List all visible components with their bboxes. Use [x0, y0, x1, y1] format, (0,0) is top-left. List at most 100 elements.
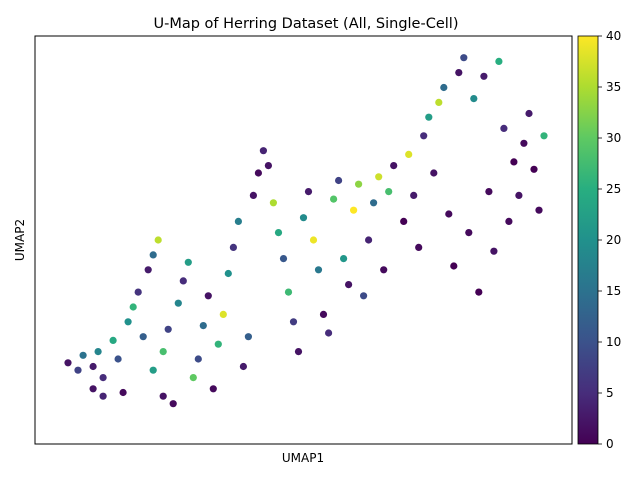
scatter-point — [440, 83, 448, 92]
scatter-point — [525, 109, 533, 118]
scatter-point — [249, 191, 257, 199]
scatter-point — [470, 95, 478, 103]
scatter-point — [370, 199, 378, 207]
scatter-point — [149, 366, 157, 374]
scatter-point — [495, 57, 503, 65]
scatter-point — [254, 169, 262, 177]
colorbar-tick-label: 15 — [606, 284, 621, 298]
scatter-point — [169, 400, 177, 408]
scatter-point — [480, 72, 488, 80]
colorbar-tick-label: 25 — [606, 182, 621, 196]
scatter-point — [319, 310, 328, 318]
scatter-point — [164, 325, 172, 333]
scatter-point — [430, 169, 438, 177]
scatter-point — [350, 206, 358, 214]
scatter-point — [510, 158, 518, 166]
scatter-point — [330, 195, 338, 203]
scatter-point — [274, 229, 283, 237]
scatter-point — [144, 266, 152, 274]
scatter-point — [335, 176, 343, 185]
scatter-point — [410, 191, 418, 199]
scatter-point — [199, 322, 207, 330]
scatter-point — [239, 362, 247, 371]
scatter-point — [124, 318, 132, 326]
scatter-point — [299, 214, 308, 222]
scatter-point — [460, 54, 468, 62]
scatter-point — [114, 355, 122, 363]
scatter-point — [355, 180, 363, 188]
scatter-point — [415, 243, 423, 251]
scatter-point — [385, 188, 393, 196]
scatter-point — [174, 299, 182, 307]
scatter-point — [450, 262, 458, 270]
scatter-point — [405, 150, 413, 158]
scatter-point — [134, 288, 142, 296]
scatter-point — [540, 132, 548, 140]
scatter-point — [94, 348, 102, 356]
scatter-point — [475, 288, 483, 296]
colorbar-tick-label: 5 — [606, 386, 614, 400]
scatter-point — [139, 333, 147, 341]
scatter-point — [214, 340, 222, 348]
scatter-points — [64, 54, 548, 408]
scatter-point — [179, 277, 187, 285]
scatter-point — [520, 139, 528, 147]
scatter-point — [375, 173, 383, 181]
scatter-point — [435, 98, 443, 106]
scatter-point — [224, 269, 232, 278]
scatter-point — [485, 188, 493, 196]
chart-title: U-Map of Herring Dataset (All, Single-Ce… — [154, 16, 459, 32]
scatter-point — [314, 266, 323, 274]
scatter-point — [380, 266, 388, 274]
scatter-point — [119, 388, 127, 397]
scatter-point — [325, 329, 333, 337]
scatter-point — [530, 165, 538, 173]
scatter-point — [189, 374, 197, 382]
scatter-point — [244, 333, 252, 341]
colorbar-tick-label: 30 — [606, 131, 621, 145]
x-axis-label: UMAP1 — [282, 451, 324, 465]
scatter-point — [159, 392, 167, 400]
scatter-point — [445, 210, 453, 218]
scatter-point — [304, 188, 313, 196]
scatter-point — [360, 292, 368, 300]
scatter-point — [129, 303, 137, 311]
scatter-point — [109, 336, 117, 344]
scatter-point — [535, 206, 543, 214]
colorbar — [577, 35, 599, 445]
scatter-point — [515, 191, 523, 199]
scatter-point — [194, 355, 202, 363]
scatter-point — [425, 113, 433, 121]
scatter-point — [294, 348, 303, 356]
scatter-point — [284, 288, 293, 296]
plot-frame — [34, 35, 573, 445]
scatter-point — [234, 217, 242, 225]
scatter-point — [455, 69, 463, 77]
scatter-point — [229, 243, 237, 251]
colorbar-tick-label: 40 — [606, 29, 621, 43]
scatter-point — [259, 147, 267, 155]
colorbar-tick-label: 35 — [606, 80, 621, 94]
scatter-point — [500, 124, 508, 132]
colorbar-ticks: 0 5 10 15 20 25 30 35 40 — [598, 29, 621, 451]
colorbar-tick-label: 10 — [606, 335, 621, 349]
scatter-point — [490, 247, 498, 255]
scatter-point — [99, 392, 107, 400]
scatter-point — [390, 162, 398, 170]
scatter-point — [159, 348, 167, 356]
scatter-point — [154, 236, 162, 244]
scatter-point — [345, 281, 353, 289]
scatter-point — [74, 366, 82, 374]
scatter-point — [465, 229, 473, 237]
scatter-point — [149, 251, 157, 259]
scatter-point — [219, 310, 227, 318]
scatter-point — [209, 385, 217, 393]
scatter-point — [204, 292, 212, 300]
scatter-point — [365, 236, 373, 244]
scatter-point — [505, 217, 513, 225]
scatter-point — [64, 359, 72, 367]
scatter-point — [184, 258, 192, 266]
colorbar-tick-label: 20 — [606, 233, 621, 247]
scatter-point — [400, 217, 408, 225]
